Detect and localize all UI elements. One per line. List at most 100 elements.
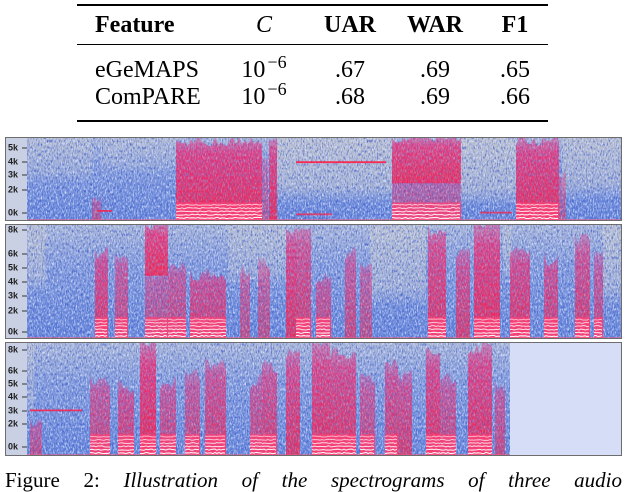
harmonic-line [391,206,461,210]
harmonic-line [261,435,277,438]
harmonic-band [296,317,311,338]
harmonic-line [184,442,200,445]
harmonic-line [360,451,375,455]
harmonic-line [311,452,331,455]
harmonic-line [543,324,559,328]
table-row: eGeMAPS 10 −6 .67 .69 .65 [77,45,548,85]
harmonic-line [425,445,440,448]
harmonic-line [428,328,447,331]
harmonic-line [515,203,559,206]
energy-band-texture [385,358,398,456]
frequency-label: 2k [8,305,19,315]
harmonic-line [316,321,330,324]
harmonic-line [94,331,108,334]
harmonic-line [574,331,590,334]
harmonic-line [175,210,263,213]
harmonic-line [117,435,134,438]
harmonic-line [439,442,457,445]
harmonic-line [139,438,157,441]
harmonic-line [427,335,446,338]
frequency-label: 4k [8,276,19,286]
energy-band-texture [258,256,270,339]
harmonic-band [428,317,446,338]
header-uar: UAR [324,12,376,38]
harmonic-band [544,317,558,338]
harmonic-line [384,448,398,451]
harmonic-line [473,318,501,321]
row-f1: .66 [500,84,530,110]
harmonic-band [426,434,440,455]
c-base: 10 [241,84,266,110]
row-feature: ComPARE [95,84,201,110]
energy-band-texture [468,342,492,456]
harmonic-line [159,445,176,448]
harmonic-line [575,335,590,338]
frequency-axis-strip [5,137,27,221]
harmonic-line [329,442,357,445]
harmonic-line [189,321,227,324]
harmonic-line [115,322,128,324]
frequency-label: 4k [8,391,19,401]
harmonic-line [89,438,111,441]
energy-band-texture [575,233,590,339]
harmonic-line [329,445,357,448]
row-c: 10 −6 [228,45,300,85]
row-c: 10 −6 [228,80,300,121]
harmonic-line [249,451,263,454]
harmonic-line [144,324,168,328]
spectrogram-figure: 5k 4k 3k 2k 0k 8k 6k 5k 4k 3k 2k 0k 8k 6k 5k 4k 3k 2k 0k [5,137,622,456]
harmonic-line [167,324,187,327]
harmonic-line [543,321,559,324]
harmonic-band [118,434,134,455]
harmonic-line [139,442,157,445]
harmonic-line [426,442,441,445]
harmonic-line [427,321,446,324]
harmonic-line [439,445,457,448]
energy-band-texture [92,196,101,221]
harmonic-line [384,435,398,438]
harmonic-line [167,334,187,338]
harmonic-line [204,448,225,451]
harmonic-line [144,334,168,338]
harmonic-band [262,434,277,455]
frequency-label: 8k [8,224,19,234]
harmonic-line [359,448,375,451]
figure-caption: Figure 2: Illustration of the spectrogra… [5,468,622,492]
harmonic-line [439,438,457,441]
harmonic-line [467,442,492,445]
spectrogram-panel-3: 8k 6k 5k 4k 3k 2k 0k [5,342,622,456]
c-base: 10 [241,57,266,83]
harmonic-line [139,435,157,438]
energy-band-texture [426,347,440,456]
harmonic-line [543,318,559,321]
caption-label: Figure 2: [5,468,100,492]
spectrogram-panels: 5k 4k 3k 2k 0k 8k 6k 5k 4k 3k 2k 0k 8k 6k 5k 4k 3k 2k 0k [5,137,622,456]
energy-band-texture [474,224,500,339]
harmonic-line [189,318,226,321]
frequency-label: 6k [8,365,19,375]
harmonic-line [359,442,375,444]
harmonic-line [114,318,128,321]
harmonic-line [384,442,398,445]
harmonic-line [89,442,111,445]
harmonic-line [315,334,331,337]
harmonic-line [89,435,111,438]
harmonic-line [473,328,501,331]
empty-region [510,342,622,456]
harmonic-line [543,328,559,331]
panel-border [5,224,622,339]
energy-band-texture [296,224,311,339]
harmonic-line [510,328,531,331]
energy-band-texture [544,251,558,339]
harmonic-line [249,441,263,445]
harmonic-line [295,324,311,328]
harmonic-line [189,325,227,328]
harmonic-line [249,448,263,451]
harmonic-line [574,328,590,331]
frequency-label: 3k [8,169,19,179]
harmonic-line [311,438,331,441]
harmonic-line [204,435,226,438]
harmonic-line [175,213,263,216]
frequency-label: 5k [8,142,19,152]
energy-band-texture [456,248,470,339]
